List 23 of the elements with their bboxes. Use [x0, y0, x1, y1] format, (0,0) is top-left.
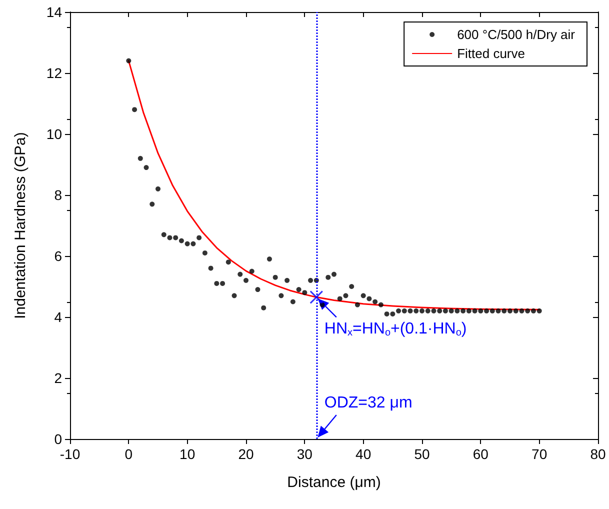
- x-tick-label: 30: [296, 446, 313, 462]
- y-tick-label: 12: [46, 65, 62, 81]
- x-tick-label: 50: [414, 446, 430, 462]
- x-tick-label: 10: [180, 446, 196, 462]
- x-axis-title: Distance (μm): [287, 474, 381, 491]
- x-tick-label: 0: [124, 446, 133, 462]
- y-tick-label: 14: [46, 4, 62, 20]
- legend-label: Fitted curve: [457, 46, 525, 61]
- x-tick-label: 70: [532, 446, 548, 462]
- x-tick-label: -10: [60, 446, 80, 462]
- y-tick-label: 6: [54, 248, 62, 264]
- y-tick-label: 0: [54, 431, 62, 447]
- y-tick-label: 2: [54, 370, 62, 386]
- x-tick-label: 40: [356, 446, 372, 462]
- x-tick-label: 60: [472, 446, 489, 462]
- x-tick-label: 80: [590, 446, 606, 462]
- y-tick-label: 4: [54, 309, 62, 325]
- annotation: ODZ=32 μm: [324, 394, 412, 412]
- x-tick-label: 20: [238, 446, 254, 462]
- legend-label: 600 °C/500 h/Dry air: [457, 27, 576, 42]
- y-axis-title: Indentation Hardness (GPa): [12, 132, 29, 319]
- y-tick-label: 8: [54, 187, 62, 203]
- y-tick-label: 10: [46, 126, 62, 142]
